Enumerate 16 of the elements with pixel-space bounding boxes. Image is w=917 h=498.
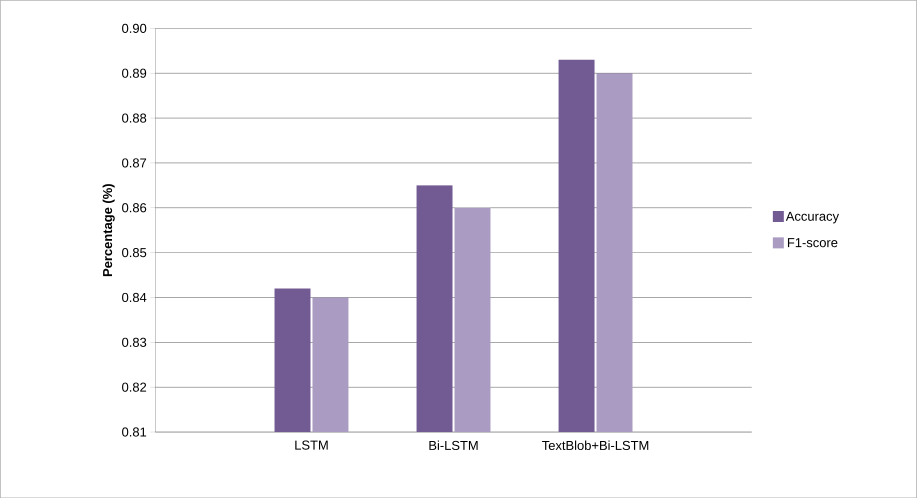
y-tick-label: 0.82 [122, 382, 146, 392]
legend-label: Accuracy [786, 212, 840, 224]
x-tick-label: Bi-LSTM [429, 440, 478, 450]
legend-label: F1-score [788, 238, 838, 248]
y-tick-label: 0.84 [122, 292, 146, 302]
y-tick-label: 0.90 [122, 24, 146, 33]
y-tick-label: 0.83 [122, 338, 146, 347]
y-tick-label: 0.86 [122, 203, 146, 212]
y-tick-label: 0.88 [122, 113, 146, 122]
y-axis-title: Percentage (%) [102, 184, 115, 276]
x-tick-label: TextBlob+Bi-LSTM [542, 440, 648, 450]
x-tick-label: LSTM [295, 440, 328, 450]
y-tick-label: 0.81 [122, 427, 146, 436]
y-tick-label: 0.89 [122, 68, 146, 78]
y-tick-label: 0.85 [122, 248, 146, 258]
y-tick-label: 0.87 [122, 158, 146, 168]
